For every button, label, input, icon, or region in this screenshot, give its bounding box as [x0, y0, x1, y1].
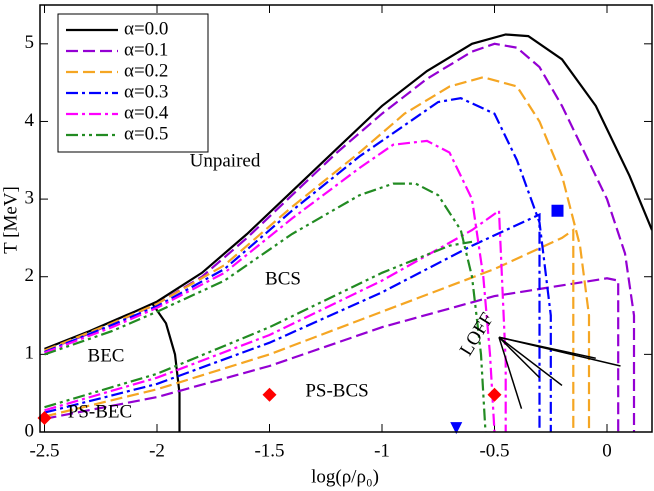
series-line	[44, 33, 652, 432]
legend-label: α=0.3	[124, 81, 168, 102]
series-line	[44, 139, 507, 432]
annotation: BEC	[88, 345, 125, 366]
series-line	[44, 97, 552, 432]
x-tick-label: -1	[374, 440, 390, 461]
y-tick-label: 4	[25, 110, 35, 131]
marker	[450, 422, 463, 435]
marker	[262, 387, 277, 402]
annotation: PS-BEC	[68, 401, 132, 422]
x-tick-label: 0	[602, 440, 612, 461]
pointer-line	[498, 336, 621, 367]
legend-label: α=0.2	[124, 60, 168, 81]
x-tick-label: -2	[149, 440, 165, 461]
legend-label: α=0.4	[124, 102, 169, 123]
series-line	[44, 76, 591, 432]
series-line	[44, 182, 487, 432]
annotation: BCS	[265, 268, 301, 289]
y-axis-label: T [MeV]	[0, 186, 21, 254]
y-tick-label: 2	[25, 265, 35, 286]
marker	[487, 387, 502, 402]
y-tick-label: 1	[25, 343, 35, 364]
legend-label: α=0.0	[124, 18, 168, 39]
marker	[37, 411, 52, 426]
legend-label: α=0.5	[124, 123, 168, 144]
plot-area	[44, 33, 652, 432]
marker	[551, 204, 564, 217]
pointer-line	[498, 336, 541, 379]
plot-frame	[39, 4, 653, 433]
y-tick-label: 3	[25, 187, 35, 208]
y-tick-label: 0	[25, 420, 35, 441]
annotation: PS-BCS	[305, 380, 368, 401]
pointer-line	[498, 337, 523, 409]
x-tick-label: -1.5	[254, 440, 284, 461]
x-axis-label: log(ρ/ρ₀)	[311, 466, 379, 487]
y-tick-label: 5	[25, 32, 35, 53]
pointer-line	[498, 336, 563, 387]
legend-box	[57, 13, 209, 153]
annotation: LOFF	[456, 309, 498, 360]
annotation: Unpaired	[190, 150, 261, 171]
x-tick-label: -2.5	[29, 440, 59, 461]
x-tick-label: -0.5	[479, 440, 509, 461]
legend-label: α=0.1	[124, 39, 168, 60]
